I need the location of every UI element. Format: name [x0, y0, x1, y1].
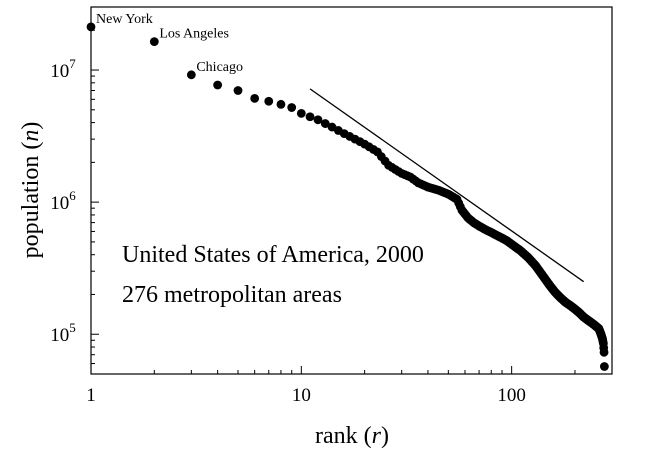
data-point: [276, 99, 286, 109]
x-tick-label: 100: [497, 385, 526, 406]
y-tick-label: 107: [50, 56, 76, 82]
data-point: [149, 37, 159, 47]
data-point: [250, 93, 260, 103]
data-point: [186, 70, 196, 80]
data-point: [264, 96, 274, 106]
annotation-line-2: 276 metropolitan areas: [122, 282, 342, 308]
city-label: Chicago: [196, 60, 243, 75]
x-axis-ticks: 1 10 100: [86, 366, 613, 406]
reference-line-group: [309, 88, 585, 283]
data-point: [599, 347, 609, 357]
data-point: [86, 22, 96, 32]
data-point: [320, 119, 330, 128]
point-labels: New York Los Angeles Chicago: [96, 12, 243, 75]
data-point: [599, 362, 609, 371]
data-points: [86, 22, 609, 371]
city-label: Los Angeles: [159, 27, 229, 42]
data-point: [213, 80, 223, 90]
y-axis-ticks: 105 106 107: [50, 6, 99, 375]
x-tick-label: 10: [292, 385, 311, 406]
x-axis-label: rank (r): [315, 423, 389, 449]
data-point: [287, 103, 297, 112]
y-tick-label: 106: [50, 188, 76, 214]
x-tick-label: 1: [86, 385, 96, 406]
data-point: [313, 115, 323, 125]
data-point: [233, 86, 243, 95]
annotation-line-1: United States of America, 2000: [122, 242, 424, 268]
y-tick-label: 105: [50, 320, 76, 346]
y-axis-label: population (n): [18, 122, 44, 259]
city-label: New York: [96, 12, 153, 27]
plot-frame: [90, 6, 613, 375]
data-point: [305, 112, 315, 122]
data-point: [296, 108, 306, 118]
reference-line: [309, 88, 585, 283]
